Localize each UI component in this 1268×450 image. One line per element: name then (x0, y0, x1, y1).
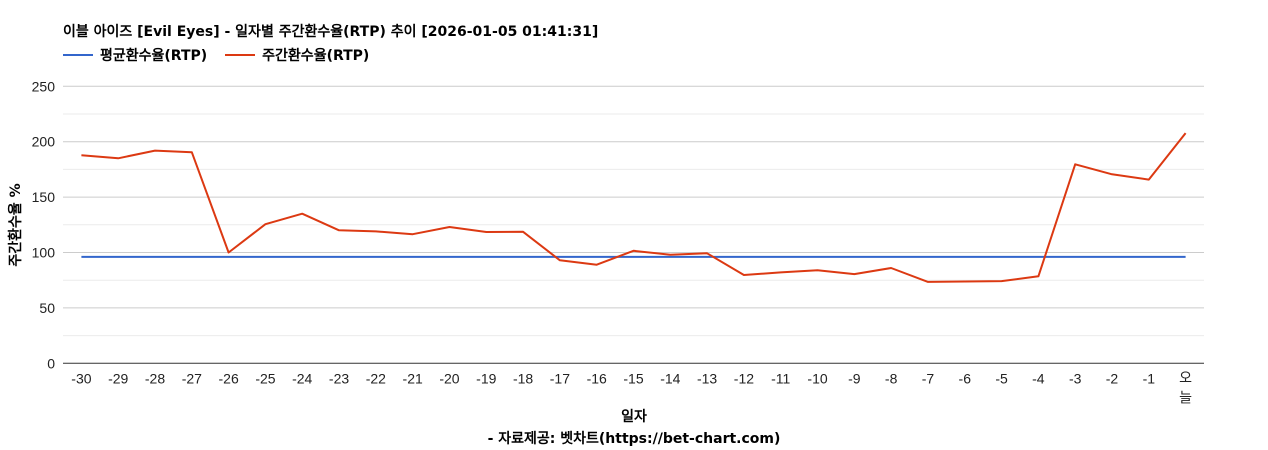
x-tick-label: -27 (182, 370, 202, 386)
x-tick-label: -24 (292, 370, 312, 386)
x-tick-label: -3 (1069, 370, 1082, 386)
y-tick-label: 250 (32, 78, 56, 94)
y-tick-label: 100 (32, 245, 56, 261)
x-axis-ticks: -30 -29 -28 -27 -26 -25 -24 -23 -22 -21 -20 -19 -18 -… (71, 370, 1192, 406)
data-source-credit: - 자료제공: 벳차트(https://bet-chart.com) (487, 431, 781, 447)
gridlines (63, 85, 1204, 337)
x-tick-label: -12 (734, 370, 754, 386)
x-tick-label: -17 (550, 370, 570, 386)
x-tick-label: -8 (885, 370, 898, 386)
x-tick-label: -7 (922, 370, 935, 386)
legend-item-weekly-rtp[interactable]: 주간환수율(RTP) (225, 45, 369, 65)
x-tick-label: -5 (995, 370, 1008, 386)
x-tick-label: -18 (513, 370, 533, 386)
x-tick-label: -6 (959, 370, 972, 386)
x-tick-label: -23 (329, 370, 349, 386)
x-tick-label: -15 (623, 370, 643, 386)
chart-legend: 평균환수율(RTP) 주간환수율(RTP) (63, 46, 387, 64)
x-tick-label: -28 (145, 370, 165, 386)
legend-label: 평균환수율(RTP) (100, 48, 208, 64)
x-tick-label: -21 (403, 370, 423, 386)
x-tick-label: -9 (848, 370, 861, 386)
x-tick-label: -13 (697, 370, 717, 386)
data-series (81, 132, 1187, 283)
x-tick-label: -20 (439, 370, 459, 386)
x-axis-label: 일자 (621, 409, 647, 425)
x-tick-label: -16 (587, 370, 607, 386)
x-tick-label: -11 (771, 370, 790, 386)
x-tick-label: -2 (1106, 370, 1119, 386)
x-tick-label: 늘 (1179, 390, 1192, 406)
x-tick-label: -29 (108, 370, 128, 386)
y-tick-label: 0 (47, 355, 55, 371)
legend-label: 주간환수율(RTP) (262, 48, 370, 64)
weekly-rtp-line[interactable] (81, 132, 1187, 283)
y-tick-label: 200 (32, 134, 56, 150)
chart-title: 이블 아이즈 [Evil Eyes] - 일자별 주간환수율(RTP) 추이 [… (63, 24, 599, 40)
x-tick-label: -10 (807, 370, 827, 386)
x-tick-label: 오 (1179, 370, 1192, 386)
x-tick-label: -14 (660, 370, 680, 386)
x-tick-label: -4 (1032, 370, 1045, 386)
y-axis-ticks: 0 50 100 150 200 250 (32, 78, 56, 371)
x-tick-label: -19 (476, 370, 496, 386)
x-tick-label: -1 (1143, 370, 1156, 386)
legend-line-icon (225, 54, 256, 56)
x-tick-label: -26 (219, 370, 239, 386)
x-tick-label: -25 (255, 370, 275, 386)
legend-item-average-rtp[interactable]: 평균환수율(RTP) (63, 45, 207, 65)
x-tick-label: -30 (71, 370, 91, 386)
x-tick-label: -22 (366, 370, 386, 386)
y-tick-label: 50 (39, 300, 55, 316)
y-axis-label: 주간환수율 % (8, 183, 24, 267)
y-tick-label: 150 (32, 189, 56, 205)
legend-line-icon (63, 54, 93, 56)
